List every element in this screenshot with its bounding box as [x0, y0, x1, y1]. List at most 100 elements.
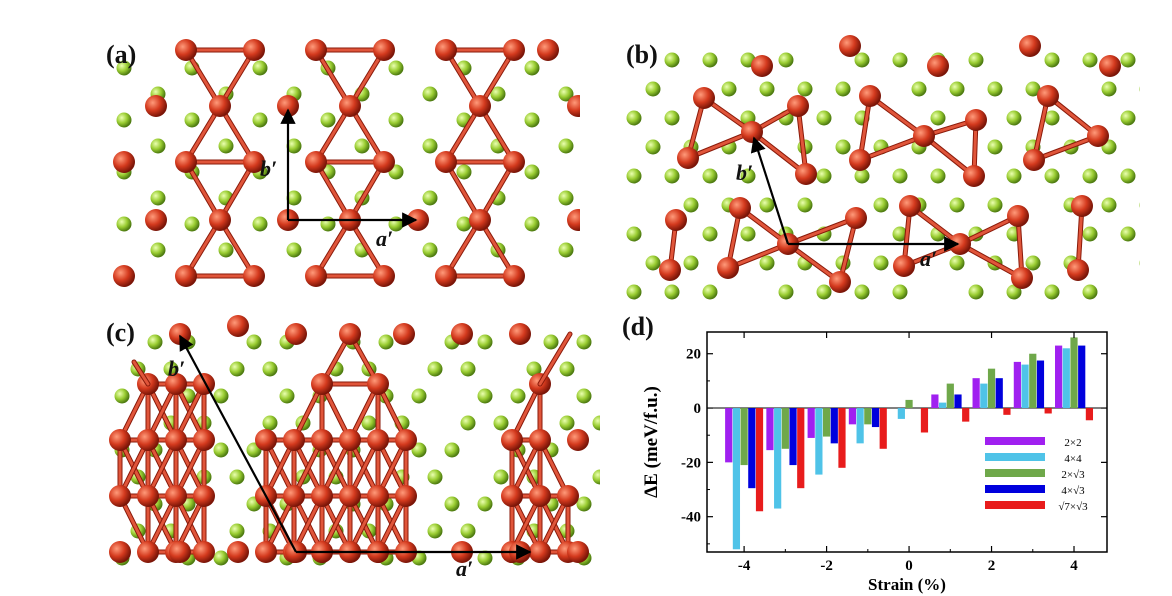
green-atom: [262, 415, 278, 431]
red-atom: [109, 541, 131, 563]
green-atom: [645, 139, 661, 155]
red-atom: [1067, 259, 1089, 281]
green-atom: [1044, 168, 1060, 184]
red-atom: [367, 485, 389, 507]
green-atom: [1006, 110, 1022, 126]
red-atom: [435, 151, 457, 173]
panel-c-structure: [109, 315, 600, 566]
green-atom: [320, 112, 336, 128]
bar: [987, 368, 996, 409]
green-atom: [460, 523, 476, 539]
green-atom: [147, 334, 163, 350]
green-atom: [759, 197, 775, 213]
red-atom: [1019, 35, 1041, 57]
green-atom: [286, 242, 302, 258]
panel-c-a-vector-label: a′: [456, 556, 474, 581]
red-atom: [849, 149, 871, 171]
green-atom: [493, 415, 509, 431]
red-atom: [741, 121, 763, 143]
green-atom: [1082, 226, 1098, 242]
bar: [905, 399, 913, 409]
red-atom: [311, 429, 333, 451]
red-atom: [829, 271, 851, 293]
red-atom: [795, 163, 817, 185]
bar: [848, 408, 857, 425]
green-atom: [592, 415, 600, 431]
green-atom: [1139, 260, 1140, 266]
green-atom: [229, 361, 245, 377]
green-atom: [213, 442, 229, 458]
green-atom: [490, 86, 506, 102]
green-atom: [558, 138, 574, 154]
green-atom: [150, 242, 166, 258]
bond: [796, 104, 808, 176]
bond: [132, 360, 150, 386]
bar: [1036, 360, 1045, 409]
red-atom: [109, 485, 131, 507]
red-atom: [963, 165, 985, 187]
green-atom: [456, 216, 472, 232]
green-atom: [1139, 86, 1140, 92]
x-tick-label: -4: [738, 558, 751, 574]
green-atom: [558, 242, 574, 258]
bar: [725, 408, 733, 463]
green-atom: [968, 52, 984, 68]
green-atom: [229, 523, 245, 539]
bar: [797, 408, 805, 489]
bond: [958, 242, 1024, 280]
green-atom: [911, 81, 927, 97]
green-atom: [759, 255, 775, 271]
red-atom: [751, 55, 773, 77]
legend-swatch: [985, 453, 1045, 461]
green-atom: [262, 361, 278, 377]
red-atom: [677, 147, 699, 169]
red-atom: [529, 541, 551, 563]
red-atom: [395, 485, 417, 507]
bond: [348, 160, 386, 222]
green-atom: [163, 361, 179, 377]
bar: [781, 408, 789, 449]
red-atom: [503, 39, 525, 61]
green-atom: [1120, 168, 1136, 184]
green-atom: [1120, 110, 1136, 126]
green-atom: [892, 52, 908, 68]
panel-c-b-vector-label: b′: [168, 356, 186, 381]
red-atom: [339, 429, 361, 451]
panel-b-label: (b): [626, 40, 658, 69]
bar: [995, 378, 1003, 409]
x-tick-label: 4: [1070, 558, 1078, 574]
green-atom: [835, 139, 851, 155]
green-atom: [1082, 52, 1098, 68]
green-atom: [987, 81, 1003, 97]
green-atom: [740, 226, 756, 242]
panel-a-a-vector-label: a′: [376, 226, 394, 251]
red-atom: [503, 265, 525, 287]
red-atom: [165, 485, 187, 507]
bar: [1085, 408, 1094, 421]
green-atom: [444, 496, 460, 512]
red-atom: [339, 323, 361, 345]
green-atom: [213, 550, 229, 566]
legend-label: √7×√3: [1058, 501, 1088, 513]
bar: [931, 394, 939, 409]
bar: [815, 408, 823, 475]
bond: [868, 94, 926, 138]
red-atom: [859, 85, 881, 107]
bar: [1003, 408, 1011, 415]
bar: [822, 408, 831, 437]
red-atom: [1071, 195, 1093, 217]
red-atom: [175, 39, 197, 61]
red-atom: [169, 323, 191, 345]
green-atom: [558, 190, 574, 206]
green-atom: [388, 60, 404, 76]
green-atom: [524, 112, 540, 128]
legend-swatch: [985, 437, 1045, 445]
red-atom: [665, 209, 687, 231]
green-atom: [1044, 52, 1060, 68]
legend-swatch: [985, 501, 1045, 509]
green-atom: [664, 52, 680, 68]
red-atom: [373, 265, 395, 287]
bar: [954, 394, 962, 409]
green-atom: [949, 255, 965, 271]
red-atom: [567, 429, 589, 451]
